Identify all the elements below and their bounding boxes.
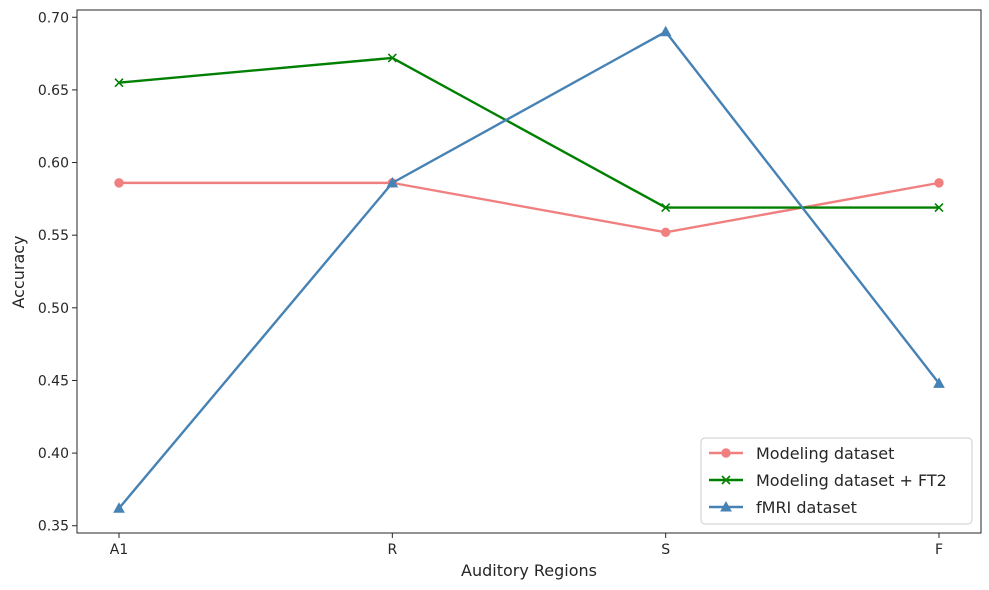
data-point	[934, 178, 944, 188]
legend-marker	[721, 475, 731, 485]
y-tick-label: 0.40	[38, 446, 69, 462]
y-tick-label: 0.55	[38, 228, 69, 244]
x-axis-title: Auditory Regions	[461, 561, 597, 580]
series-2	[113, 25, 945, 513]
data-point	[386, 176, 399, 188]
x-tick-label: A1	[110, 542, 128, 558]
y-tick-label: 0.50	[38, 301, 69, 317]
data-point	[114, 78, 124, 88]
legend-marker	[720, 500, 732, 512]
data-point	[661, 203, 671, 213]
legend-item: Modeling dataset	[709, 444, 894, 463]
data-point	[659, 25, 672, 37]
x-tick-label: R	[387, 542, 397, 558]
y-tick-label: 0.65	[38, 83, 69, 99]
y-tick-label: 0.45	[38, 373, 69, 389]
x-tick-label: F	[935, 542, 943, 558]
legend: Modeling dataset Modeling dataset + FT2 fM…	[700, 437, 973, 525]
legend-box	[700, 437, 973, 525]
x-axis: A1 R S F	[110, 533, 943, 558]
y-axis-title: Accuracy	[9, 235, 28, 308]
legend-item: Modeling dataset + FT2	[709, 471, 947, 490]
y-axis: 0.35 0.40 0.45 0.50 0.55 0.60 0.65 0.70	[38, 10, 77, 535]
y-tick-label: 0.35	[38, 519, 69, 535]
y-tick-label: 0.60	[38, 156, 69, 172]
legend-label: fMRI dataset	[756, 498, 857, 517]
legend-marker	[721, 448, 731, 458]
data-point	[113, 502, 125, 513]
series-line	[118, 30, 940, 510]
y-tick-label: 0.70	[38, 10, 69, 26]
legend-label: Modeling dataset + FT2	[756, 471, 947, 490]
series-layer	[113, 25, 945, 513]
data-point	[934, 203, 944, 213]
data-point	[933, 377, 945, 388]
data-point	[387, 53, 397, 63]
data-point	[660, 227, 671, 237]
legend-item: fMRI dataset	[709, 498, 857, 517]
data-point	[114, 178, 124, 188]
legend-label: Modeling dataset	[756, 444, 894, 463]
x-tick-label: S	[661, 542, 670, 558]
